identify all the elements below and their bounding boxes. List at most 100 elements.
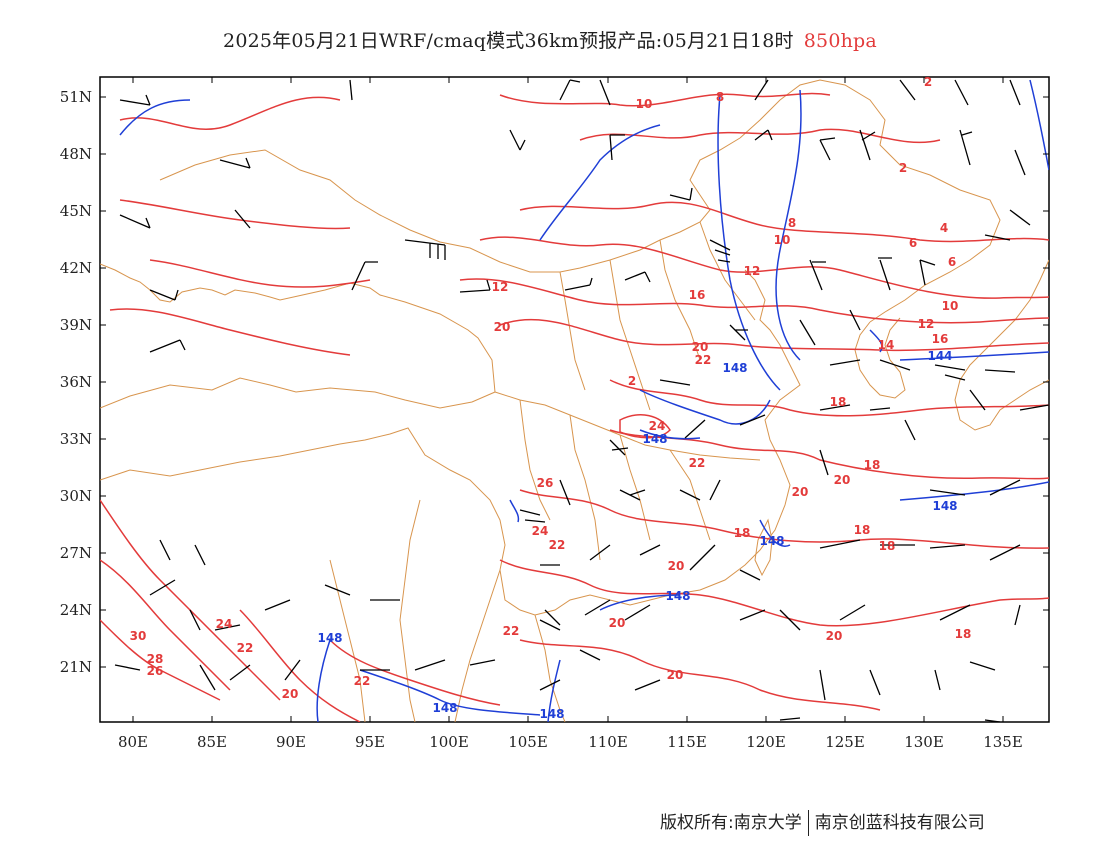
wind-barb [939,604,971,621]
wind-barb [934,669,941,691]
wind-barb [809,259,826,291]
temp-contour [119,199,351,230]
wind-barb [634,679,661,691]
wind-barb [584,599,611,616]
x-tick-label: 110E [588,733,628,751]
height-label: 148 [665,589,690,603]
temperature-label: 4 [940,221,948,235]
x-tick-label: 115E [667,733,707,751]
temperature-label: 22 [503,624,520,638]
wind-barb [754,129,773,141]
height-contour [316,639,331,722]
wind-barb [189,609,201,631]
temperature-label: 26 [537,476,554,490]
temperature-label: 20 [282,687,299,701]
wind-barb [984,234,1011,241]
copyright-company: 南京创蓝科技有限公司 [814,813,985,833]
wind-barb [969,661,996,671]
y-tick-label: 24N [60,601,92,619]
y-tick-label: 39N [60,316,92,334]
y-tick-label: 48N [60,145,92,163]
japan-coast [954,259,1049,431]
temperature-label: 12 [744,264,761,278]
copyright-owner: 版权所有:南京大学 [660,813,802,833]
wind-barb [839,604,866,621]
x-tick-label: 80E [118,733,148,751]
height-contour [899,351,1049,361]
x-tick-label: 135E [983,733,1023,751]
height-contour [639,429,701,440]
wind-barb [969,389,986,411]
borders-layer [100,79,1049,722]
wind-barb [1014,604,1021,626]
temperature-label: 18 [854,523,871,537]
wind-barb [869,669,881,696]
wind-barb [959,129,973,166]
wind-barb [559,479,571,506]
wind-barb [819,669,826,701]
y-tick-label: 21N [60,658,92,676]
temperature-label: 8 [788,216,796,230]
temperature-label: 20 [667,668,684,682]
temperature-label: 10 [774,233,791,247]
height-label: 148 [932,499,957,513]
x-tick-label: 95E [355,733,385,751]
wind-barb [684,419,706,439]
wind-barb [859,129,876,161]
height-contour [717,94,781,391]
wind-barb [264,599,291,611]
wind-barb [799,319,816,346]
wind-barb [149,579,176,596]
x-tick-label: 90E [276,733,306,751]
temperature-label: 16 [689,288,706,302]
temp-contour [619,414,671,439]
wind-barb [349,79,353,101]
height-label: 148 [642,432,667,446]
y-tick-label: 51N [60,88,92,106]
height-label: 148 [432,701,457,715]
wind-barb [729,324,748,341]
height-contours [119,79,1049,722]
temperature-label: 8 [716,90,724,104]
wind-barb [589,544,611,561]
temperature-label: 20 [792,485,809,499]
wind-barb [559,79,581,101]
wind-barb [779,609,801,631]
temp-contour [109,308,351,356]
temperature-label: 18 [734,526,751,540]
wind-barb [539,609,561,631]
china-border [100,263,496,409]
wind-barb [159,539,171,561]
temperature-label: 16 [932,332,949,346]
china-south-coast [100,269,801,616]
height-contour [869,329,883,353]
wind-barb [819,404,851,411]
x-axis: 80E 85E 90E 95E 100E 105E 110E 115E 120E 125E 130E… [118,77,1023,751]
wind-barb [984,719,1001,722]
temperature-label: 6 [948,255,956,269]
wind-barb [929,544,966,549]
wind-barbs [114,79,1049,722]
temperature-label: 22 [549,538,566,552]
temperature-label: 18 [879,539,896,553]
temperature-label: 26 [147,664,164,678]
wind-barb [579,649,601,661]
wind-barb [119,214,151,229]
wind-barb [989,479,1021,496]
temp-contour [100,499,281,701]
temp-contour [149,259,371,288]
height-label: 148 [722,361,747,375]
wind-barb [819,449,829,476]
temperature-label: 12 [918,317,935,331]
x-tick-label: 85E [197,733,227,751]
wind-barb [819,539,861,549]
title-main: 2025年05月21日WRF/cmaq模式36km预报产品:05月21日18时 [223,30,794,52]
temperature-label: 20 [692,340,709,354]
temperature-label: 20 [494,320,511,334]
map-frame [99,76,1050,723]
temperature-label: 6 [909,236,917,250]
temperature-label: 22 [695,353,712,367]
height-contour [639,389,771,425]
wind-barb [919,259,936,286]
